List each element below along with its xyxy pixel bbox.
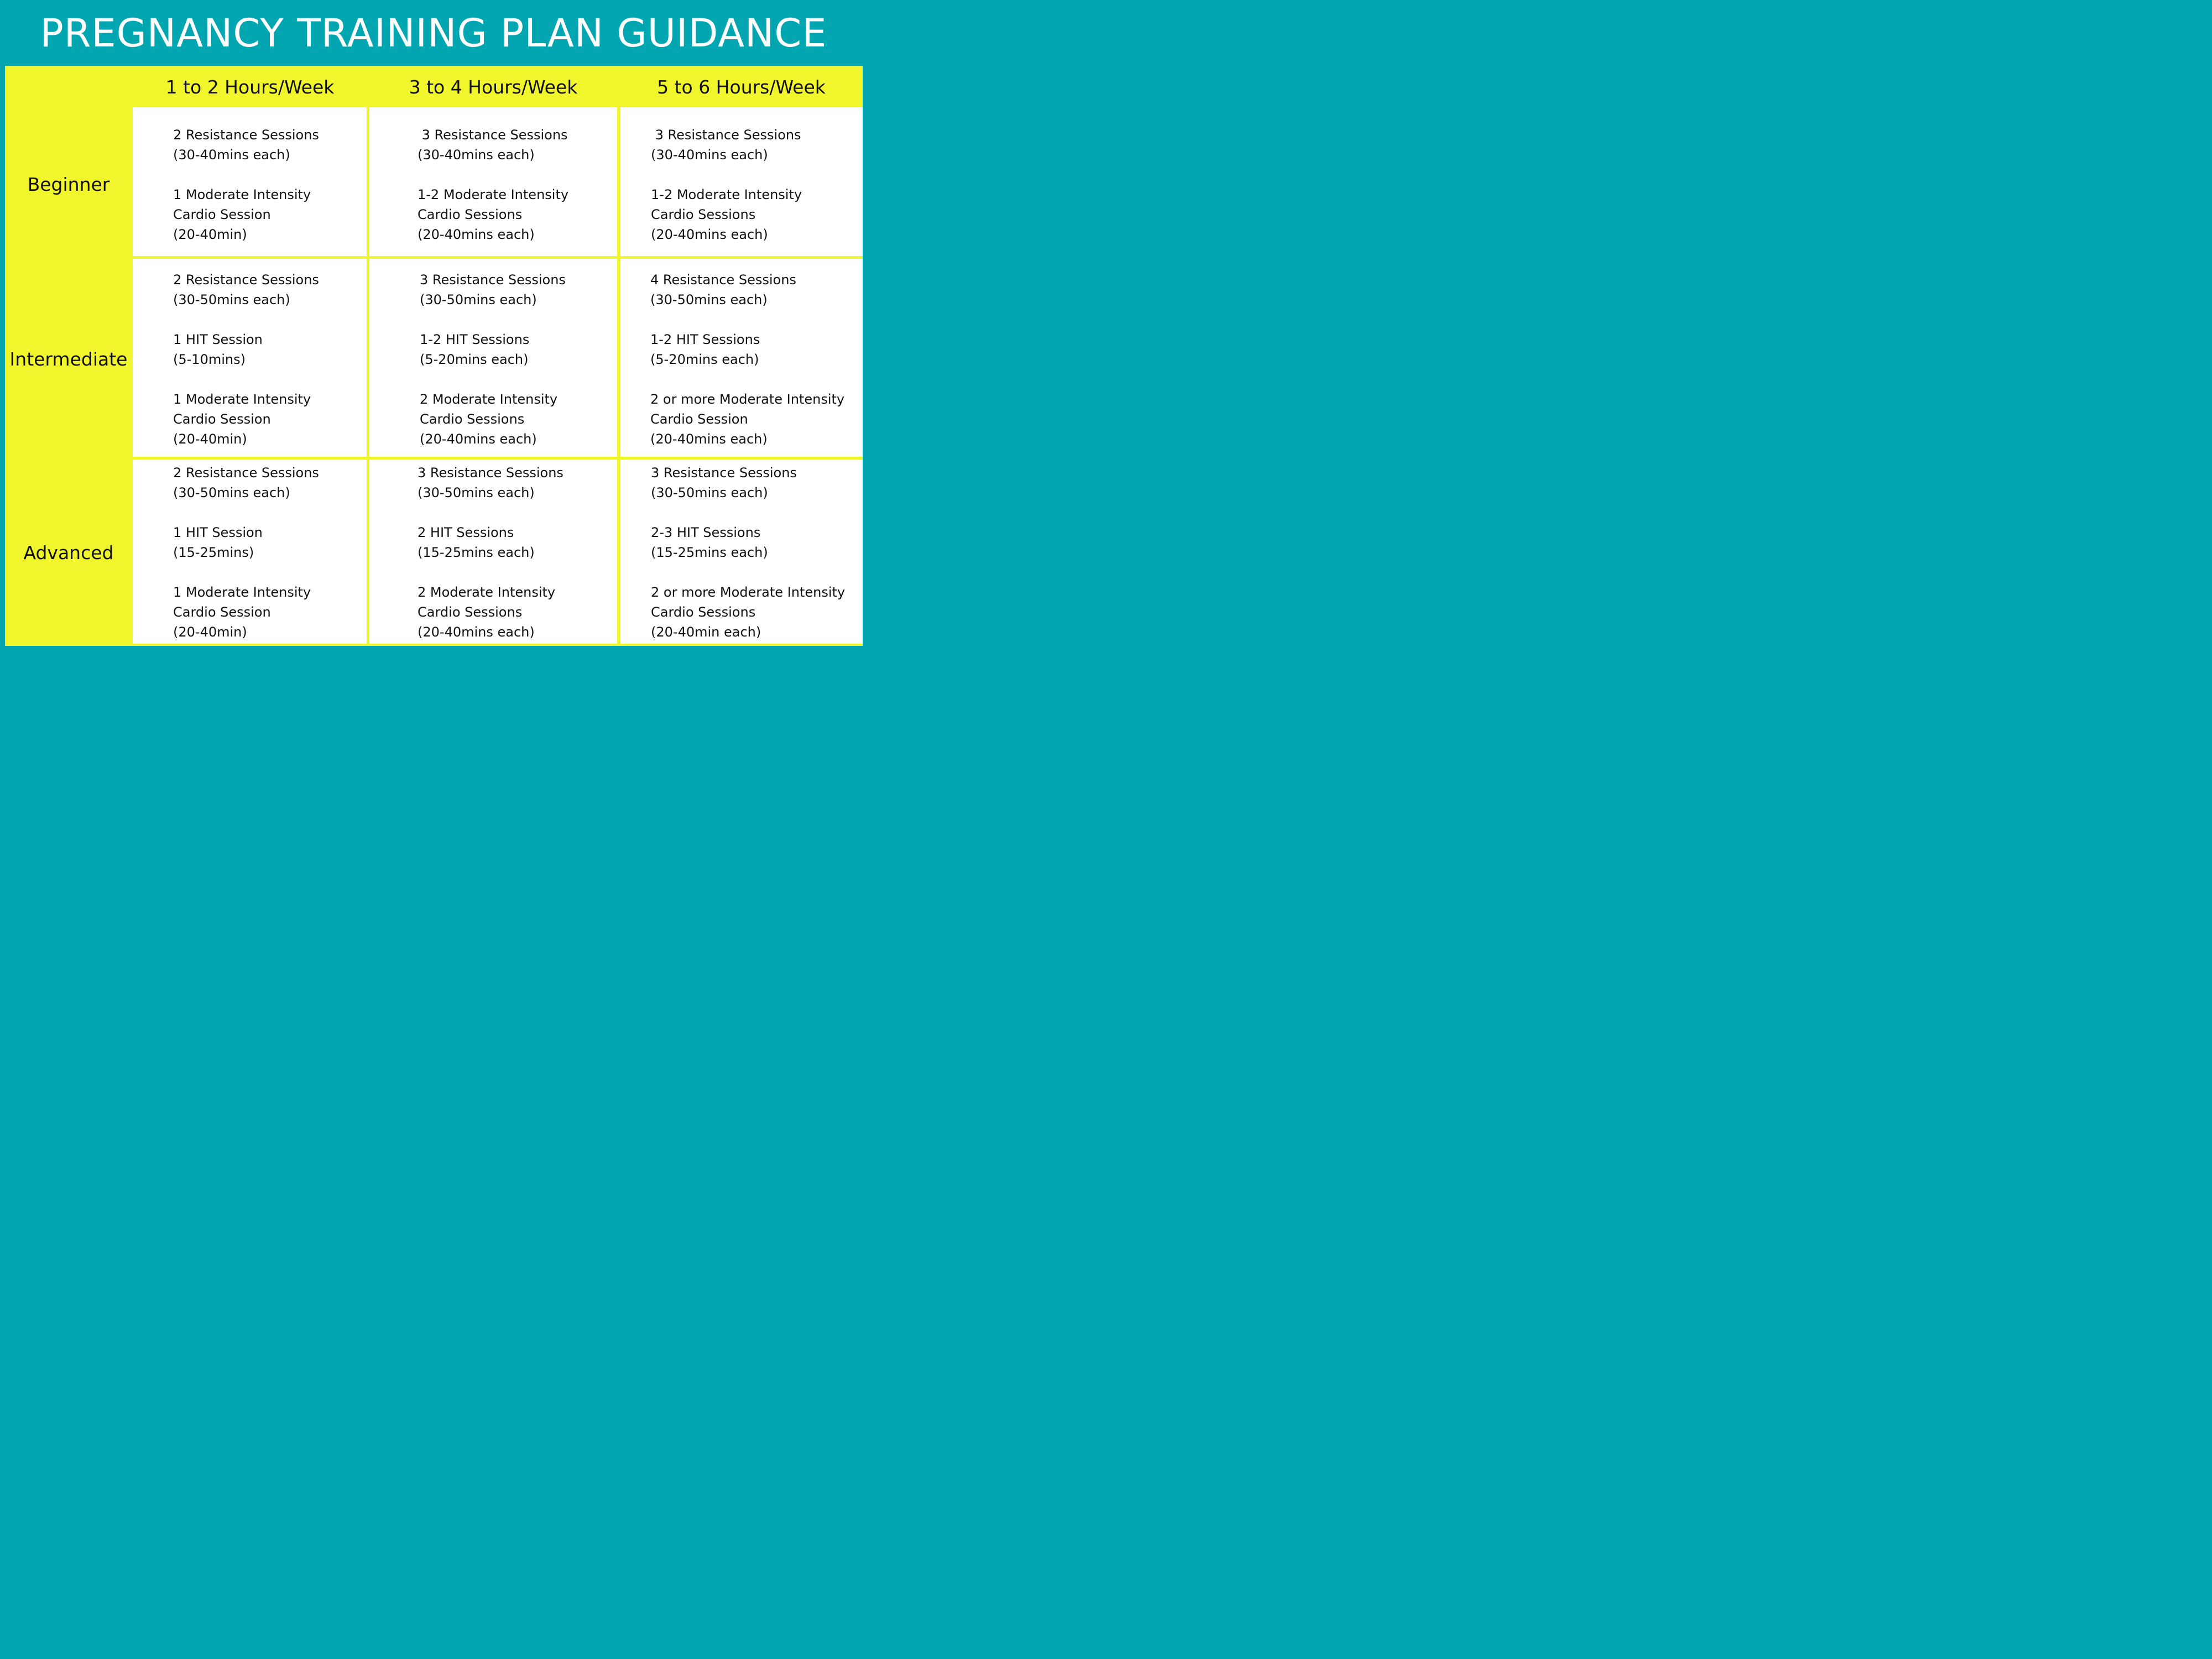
cell-text-intermediate-3-4-hours: 3 Resistance Sessions (30-50mins each) 1… bbox=[420, 272, 566, 447]
cell-text-advanced-1-2-hours: 2 Resistance Sessions (30-50mins each) 1… bbox=[173, 465, 319, 640]
table-cell: 3 Resistance Sessions (30-40mins each) 1… bbox=[369, 107, 617, 256]
table-cell: 2 Resistance Sessions (30-50mins each) 1… bbox=[133, 460, 367, 644]
row-label-advanced: Advanced bbox=[23, 542, 114, 564]
cell-text-beginner-5-6-hours: 3 Resistance Sessions (30-40mins each) 1… bbox=[651, 127, 802, 242]
row-label-beginner: Beginner bbox=[27, 174, 110, 195]
cell-text-beginner-3-4-hours: 3 Resistance Sessions (30-40mins each) 1… bbox=[418, 127, 569, 242]
table-cell: 2 Resistance Sessions (30-40mins each) 1… bbox=[133, 107, 367, 256]
page-title: PREGNANCY TRAINING PLAN GUIDANCE bbox=[40, 11, 827, 56]
cell-text-advanced-3-4-hours: 3 Resistance Sessions (30-50mins each) 2… bbox=[418, 465, 564, 640]
table-cell: 3 Resistance Sessions (30-50mins each) 2… bbox=[369, 460, 617, 644]
table-cell: 3 Resistance Sessions (30-50mins each) 2… bbox=[620, 460, 863, 644]
table-cell: 2 Resistance Sessions (30-50mins each) 1… bbox=[133, 259, 367, 457]
column-header-5-6-hours: 5 to 6 Hours/Week bbox=[657, 76, 826, 98]
table-cell: 3 Resistance Sessions (30-50mins each) 1… bbox=[369, 259, 617, 457]
cell-text-intermediate-1-2-hours: 2 Resistance Sessions (30-50mins each) 1… bbox=[173, 272, 319, 447]
table-cell: 4 Resistance Sessions (30-50mins each) 1… bbox=[620, 259, 863, 457]
cell-text-intermediate-5-6-hours: 4 Resistance Sessions (30-50mins each) 1… bbox=[650, 272, 845, 447]
row-label-intermediate: Intermediate bbox=[9, 348, 128, 370]
cell-text-beginner-1-2-hours: 2 Resistance Sessions (30-40mins each) 1… bbox=[173, 127, 319, 242]
table-cell: 3 Resistance Sessions (30-40mins each) 1… bbox=[620, 107, 863, 256]
column-header-1-2-hours: 1 to 2 Hours/Week bbox=[165, 76, 335, 98]
column-header-3-4-hours: 3 to 4 Hours/Week bbox=[409, 76, 578, 98]
cell-text-advanced-5-6-hours: 3 Resistance Sessions (30-50mins each) 2… bbox=[651, 465, 846, 640]
